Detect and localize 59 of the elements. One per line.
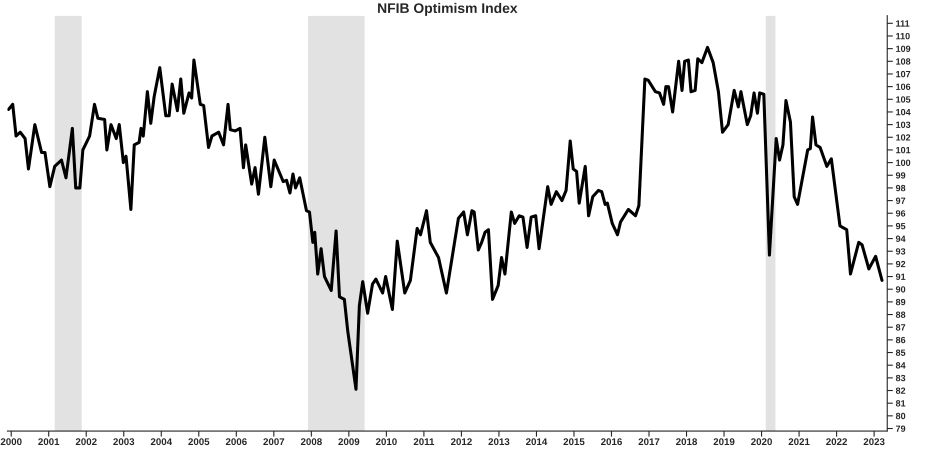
- x-tick-label: 2023: [864, 438, 885, 446]
- y-tick-label: 100: [896, 160, 910, 166]
- x-tick-label: 2018: [676, 438, 698, 446]
- y-tick-label: 99: [896, 172, 906, 179]
- y-tick-label: 93: [896, 248, 906, 255]
- y-tick-label: 79: [896, 425, 906, 432]
- x-tick-label: 2007: [263, 438, 284, 446]
- y-tick-label: 111: [896, 20, 910, 27]
- y-tick-label: 92: [896, 260, 906, 268]
- y-tick-label: 94: [896, 236, 906, 242]
- x-tick-label: 2003: [113, 438, 134, 446]
- x-tick-label: 2002: [76, 438, 97, 446]
- x-tick-label: 2016: [601, 438, 622, 446]
- y-tick-label: 81: [896, 400, 906, 407]
- y-tick-label: 80: [896, 412, 906, 420]
- x-tick-label: 2011: [414, 438, 434, 446]
- x-tick-label: 2022: [826, 438, 848, 446]
- line-series: [7, 46, 884, 391]
- x-tick-label: 2012: [450, 438, 472, 446]
- y-tick-label: 98: [896, 184, 906, 192]
- x-tick-label: 2009: [338, 438, 360, 446]
- y-tick-label: 103: [896, 122, 910, 128]
- x-tick-label: 2010: [376, 438, 397, 446]
- y-tick-label: 102: [896, 134, 910, 141]
- x-tick-label: 2000: [0, 438, 22, 446]
- x-tick-label: 2021: [788, 438, 810, 446]
- x-tick-label: 2008: [300, 438, 322, 446]
- y-tick-label: 89: [896, 298, 906, 306]
- x-tick-label: 2020: [751, 438, 772, 446]
- y-tick-label: 86: [896, 336, 906, 344]
- y-tick-label: 90: [896, 286, 906, 293]
- y-tick-label: 83: [896, 374, 906, 382]
- y-tick-label: 106: [896, 84, 910, 90]
- x-tick-label: 2019: [714, 438, 734, 446]
- x-tick-label: 2015: [563, 438, 585, 446]
- y-tick-label: 95: [896, 222, 906, 230]
- y-tick-label: 105: [896, 96, 910, 103]
- x-tick-label: 2017: [638, 438, 660, 446]
- y-tick-label: 87: [896, 324, 906, 331]
- x-tick-label: 2014: [526, 438, 548, 446]
- y-tick-label: 104: [896, 108, 911, 116]
- x-tick-label: 2005: [188, 438, 210, 446]
- y-tick-label: 96: [896, 210, 906, 217]
- y-tick-label: 110: [896, 32, 910, 40]
- y-tick-label: 97: [896, 198, 906, 204]
- x-tick-label: 2013: [488, 438, 510, 446]
- y-tick-label: 109: [896, 46, 910, 52]
- y-tick-label: 88: [896, 312, 906, 318]
- y-tick-label: 84: [896, 362, 906, 369]
- chart-title: NFIB Optimism Index: [378, 2, 518, 16]
- y-tick-label: 85: [896, 350, 906, 356]
- x-tick-label: 2001: [38, 438, 60, 446]
- x-tick-label: 2006: [226, 438, 247, 446]
- y-tick-label: 82: [896, 387, 906, 394]
- x-tick-label: 2004: [150, 438, 172, 446]
- y-tick-label: 107: [896, 70, 910, 78]
- y-tick-label: 101: [896, 146, 910, 154]
- y-tick-label: 108: [896, 58, 910, 65]
- y-tick-label: 91: [896, 274, 906, 280]
